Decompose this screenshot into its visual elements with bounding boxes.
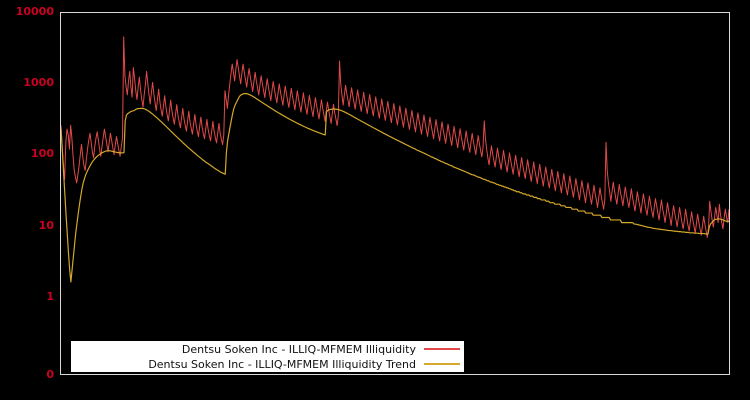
y-axis-tick-labels: 10000 1000 100 10 1 0: [0, 0, 54, 400]
legend-line-swatch-1: [424, 363, 460, 365]
plot-area: [60, 12, 730, 375]
series-line-illiquidity-trend: [61, 92, 729, 283]
y-tick-label-10000: 10000: [15, 5, 54, 18]
legend-line-swatch-0: [424, 348, 460, 350]
legend-entry-0[interactable]: Dentsu Soken Inc - ILLIQ-MFMEM Illiquidi…: [71, 342, 460, 357]
y-tick-label-10: 10: [38, 218, 54, 232]
y-tick-label-100: 100: [31, 147, 54, 161]
chart-legend: Dentsu Soken Inc - ILLIQ-MFMEM Illiquidi…: [71, 341, 464, 372]
y-tick-label-1: 1: [46, 289, 54, 303]
chart-canvas: [61, 36, 729, 283]
legend-label-0: Dentsu Soken Inc - ILLIQ-MFMEM Illiquidi…: [181, 342, 416, 356]
legend-label-1: Dentsu Soken Inc - ILLIQ-MFMEM Illiquidi…: [148, 357, 416, 371]
y-tick-label-0: 0: [46, 368, 54, 381]
series-group: [61, 36, 729, 283]
series-line-illiquidity: [61, 36, 729, 238]
legend-entry-1[interactable]: Dentsu Soken Inc - ILLIQ-MFMEM Illiquidi…: [71, 357, 460, 372]
y-tick-label-1000: 1000: [23, 76, 54, 90]
